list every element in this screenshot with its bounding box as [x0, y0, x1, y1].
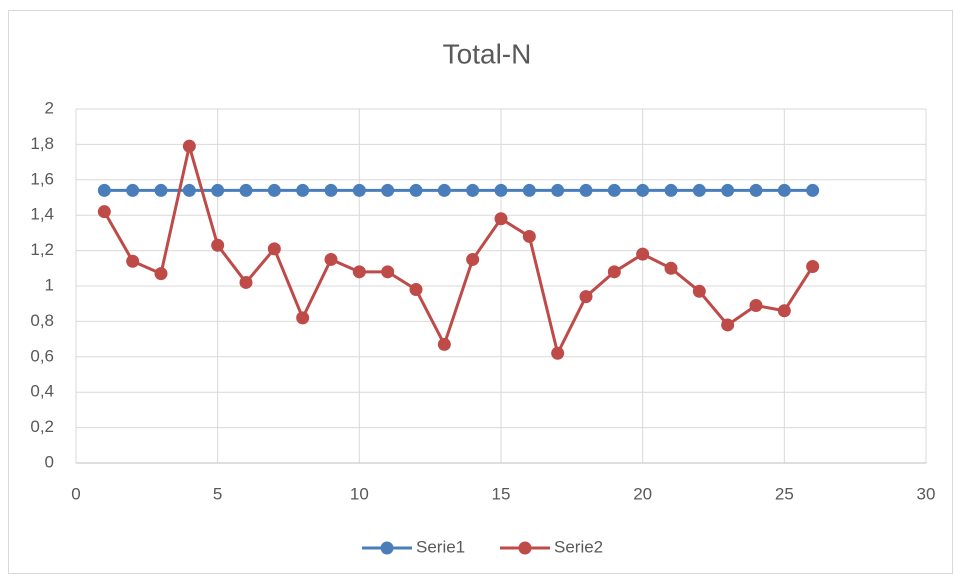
point	[664, 261, 678, 275]
point	[806, 183, 820, 197]
point	[579, 290, 593, 304]
point	[211, 238, 225, 252]
point	[211, 183, 225, 197]
point	[721, 183, 735, 197]
x-tick-label: 20	[633, 484, 652, 503]
y-tick-label: 0	[45, 452, 54, 471]
point	[494, 183, 508, 197]
point	[777, 183, 791, 197]
y-tick-label: 0,8	[30, 311, 54, 330]
point	[437, 337, 451, 351]
point	[352, 265, 366, 279]
legend-label: Serie2	[554, 537, 603, 556]
point	[154, 267, 168, 281]
point	[466, 183, 480, 197]
point	[607, 183, 621, 197]
point	[324, 252, 338, 266]
point	[409, 183, 423, 197]
point	[466, 252, 480, 266]
point	[692, 284, 706, 298]
x-tick-label: 0	[71, 484, 80, 503]
point	[692, 183, 706, 197]
point	[777, 304, 791, 318]
y-tick-label: 1,8	[30, 134, 54, 153]
legend-marker	[518, 541, 532, 555]
y-tick-label: 1	[45, 275, 54, 294]
point	[97, 183, 111, 197]
y-tick-label: 1,4	[30, 205, 54, 224]
y-tick-label: 2	[45, 98, 54, 117]
x-tick-label: 10	[350, 484, 369, 503]
point	[664, 183, 678, 197]
point	[267, 183, 281, 197]
point	[126, 254, 140, 268]
point	[239, 183, 253, 197]
x-tick-label: 5	[213, 484, 222, 503]
point	[381, 265, 395, 279]
point	[749, 298, 763, 312]
y-tick-label: 0,2	[30, 417, 54, 436]
point	[522, 229, 536, 243]
point	[437, 183, 451, 197]
point	[636, 183, 650, 197]
point	[239, 275, 253, 289]
y-tick-label: 1,2	[30, 240, 54, 259]
point	[182, 183, 196, 197]
point	[296, 311, 310, 325]
legend-marker	[380, 541, 394, 555]
point	[267, 242, 281, 256]
chart-title: Total-N	[443, 38, 532, 69]
point	[551, 183, 565, 197]
legend-label: Serie1	[416, 537, 465, 556]
chart-border	[8, 10, 953, 574]
y-tick-label: 1,6	[30, 169, 54, 188]
point	[97, 205, 111, 219]
point	[749, 183, 763, 197]
point	[636, 247, 650, 261]
point	[551, 346, 565, 360]
point	[154, 183, 168, 197]
point	[381, 183, 395, 197]
point	[721, 318, 735, 332]
y-tick-label: 0,6	[30, 346, 54, 365]
point	[324, 183, 338, 197]
point	[607, 265, 621, 279]
x-tick-label: 15	[492, 484, 511, 503]
point	[579, 183, 593, 197]
point	[126, 183, 140, 197]
point	[182, 139, 196, 153]
point	[494, 212, 508, 226]
point	[409, 283, 423, 297]
point	[352, 183, 366, 197]
y-tick-label: 0,4	[30, 382, 54, 401]
point	[296, 183, 310, 197]
point	[806, 260, 820, 274]
x-tick-label: 30	[917, 484, 936, 503]
x-tick-label: 25	[775, 484, 794, 503]
point	[522, 183, 536, 197]
